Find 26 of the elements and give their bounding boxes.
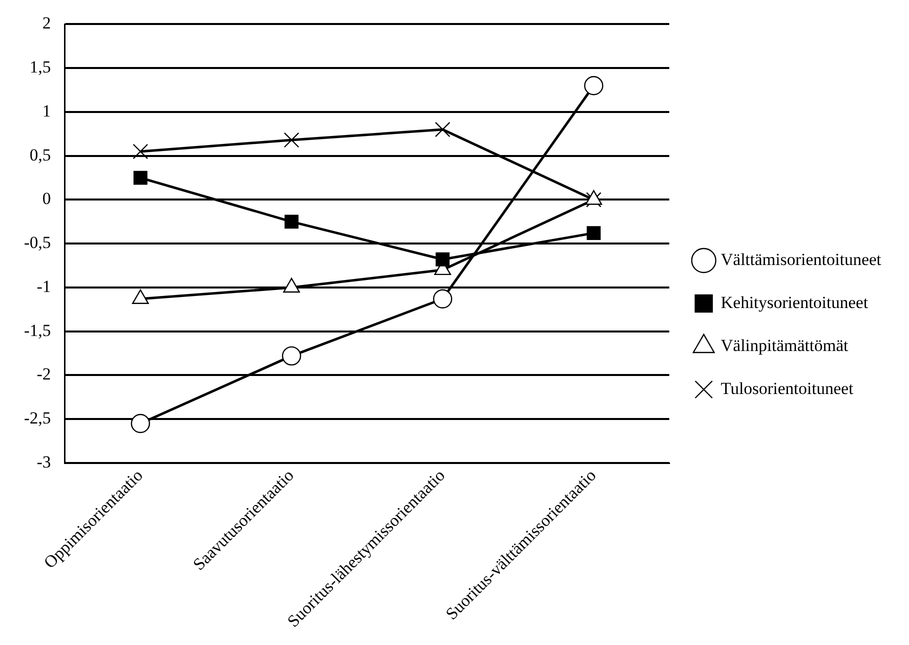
point bbox=[132, 144, 148, 160]
y-tick-label: 2 bbox=[42, 14, 51, 33]
y-tick-label: 0,5 bbox=[30, 145, 51, 164]
y-tick-label: 0 bbox=[42, 189, 51, 208]
legend-label: Tulosorientoituneet bbox=[720, 378, 854, 398]
legend-label: Välttämisorientoituneet bbox=[720, 250, 882, 269]
point bbox=[284, 132, 300, 148]
point bbox=[284, 214, 298, 229]
point bbox=[434, 122, 450, 138]
point bbox=[133, 170, 148, 185]
y-tick-label: -0,5 bbox=[24, 233, 51, 252]
legend-label: Välinpitämättömät bbox=[720, 336, 848, 355]
y-tick-label: 1 bbox=[42, 101, 51, 120]
point bbox=[130, 414, 150, 434]
y-tick-label: -2 bbox=[36, 364, 51, 384]
y-tick-label: -1 bbox=[36, 276, 51, 296]
legend-label: Kehitysorientoituneet bbox=[720, 292, 868, 312]
y-tick-label: -2,5 bbox=[24, 408, 51, 428]
point bbox=[586, 226, 601, 240]
point bbox=[433, 289, 452, 308]
point bbox=[282, 346, 302, 366]
y-tick-label: -1,5 bbox=[24, 320, 51, 340]
y-tick-label: 1,5 bbox=[30, 58, 51, 77]
point bbox=[584, 76, 604, 96]
point bbox=[436, 252, 450, 266]
y-tick-label: -3 bbox=[36, 452, 51, 472]
